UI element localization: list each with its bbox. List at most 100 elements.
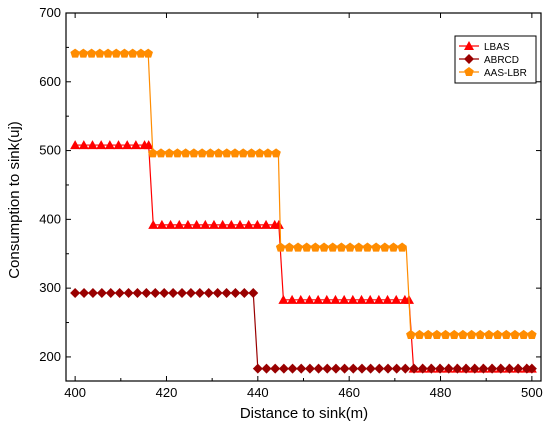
x-tick-label: 400 [64, 385, 86, 400]
data-point [182, 219, 193, 229]
data-point [164, 148, 174, 158]
data-point [177, 287, 188, 298]
data-point [440, 329, 451, 339]
data-point [526, 363, 537, 374]
data-point [275, 242, 286, 252]
data-point [79, 287, 90, 298]
x-tick-label: 440 [247, 385, 269, 400]
y-tick-label: 300 [39, 280, 61, 295]
data-point [222, 148, 232, 158]
data-point [208, 219, 219, 229]
data-point [243, 219, 254, 229]
data-point [295, 294, 306, 304]
data-point [263, 148, 273, 158]
data-point [174, 219, 185, 229]
data-point [492, 329, 503, 339]
data-point [113, 140, 124, 150]
data-point [180, 148, 191, 158]
legend-item: LBAS [459, 41, 510, 53]
data-point [150, 287, 161, 298]
data-point [156, 148, 166, 158]
series-lbas [70, 140, 537, 373]
series-line [75, 52, 532, 336]
data-point [143, 48, 153, 58]
data-point [103, 48, 113, 58]
data-point [487, 363, 498, 374]
data-point [330, 294, 341, 304]
data-point [165, 219, 176, 229]
data-point [391, 294, 402, 304]
data-point [287, 294, 298, 304]
data-point [122, 140, 133, 150]
data-point [230, 287, 241, 298]
data-point [287, 363, 298, 374]
data-point [327, 242, 338, 252]
data-point [319, 242, 329, 252]
data-point [417, 363, 428, 374]
data-point [513, 363, 524, 374]
data-point [230, 148, 240, 158]
data-point [527, 329, 537, 339]
data-point [365, 363, 376, 374]
data-point [406, 329, 416, 339]
data-point [464, 41, 474, 50]
legend-label: AAS-LBR [484, 68, 527, 79]
data-point [87, 287, 98, 298]
data-point [271, 148, 281, 158]
y-tick-label: 600 [39, 74, 61, 89]
data-point [374, 363, 385, 374]
data-point [365, 294, 376, 304]
data-point [409, 363, 420, 374]
data-point [348, 363, 359, 374]
data-point [78, 48, 89, 58]
data-point [87, 140, 98, 150]
data-point [435, 363, 446, 374]
data-point [172, 148, 183, 158]
data-point [111, 48, 121, 58]
data-point [96, 287, 107, 298]
data-point [127, 48, 138, 58]
series-abrcd [70, 287, 537, 374]
data-point [310, 242, 321, 252]
data-point [371, 242, 381, 252]
legend-label: LBAS [484, 42, 510, 53]
data-point [205, 148, 216, 158]
data-point [397, 242, 407, 252]
data-point [400, 363, 411, 374]
data-point [252, 363, 263, 374]
data-point [304, 363, 315, 374]
data-point [200, 219, 211, 229]
data-point [141, 287, 152, 298]
data-point [296, 363, 307, 374]
data-point [443, 363, 454, 374]
data-point [235, 219, 246, 229]
data-point [148, 219, 159, 229]
data-point [284, 242, 295, 252]
data-point [423, 329, 433, 339]
data-point [475, 329, 486, 339]
data-point [382, 294, 393, 304]
data-point [270, 363, 281, 374]
data-point [339, 363, 350, 374]
data-point [212, 287, 223, 298]
data-point [518, 329, 529, 339]
data-point [191, 219, 202, 229]
data-point [254, 148, 265, 158]
data-point [221, 287, 232, 298]
x-tick-label: 480 [430, 385, 452, 400]
data-point [304, 294, 315, 304]
data-point [239, 287, 250, 298]
data-point [70, 287, 81, 298]
data-point [458, 329, 468, 339]
data-point [478, 363, 489, 374]
data-point [301, 242, 312, 252]
data-point [391, 363, 402, 374]
data-point [347, 294, 358, 304]
y-tick-label: 700 [39, 5, 61, 20]
data-point [484, 329, 494, 339]
data-point [380, 242, 390, 252]
y-tick-label: 400 [39, 211, 61, 226]
data-point [194, 287, 205, 298]
y-tick-label: 500 [39, 143, 61, 158]
